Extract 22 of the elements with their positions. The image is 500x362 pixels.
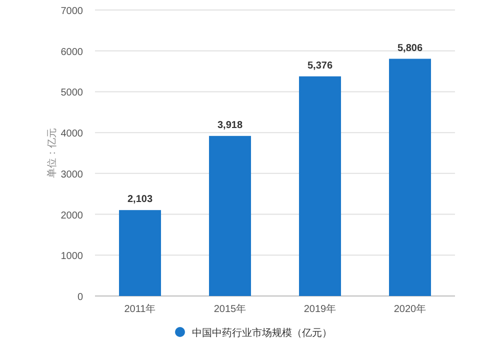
data-label: 5,806 [397,42,423,54]
data-label: 5,376 [307,60,333,72]
data-label: 3,918 [217,120,243,131]
y-tick-label: 1000 [60,251,84,262]
x-tick-label: 2015年 [214,303,246,315]
y-tick-label: 0 [77,292,84,303]
data-label: 2,103 [127,194,153,206]
y-tick-label: 3000 [60,169,84,180]
x-tick-label: 2019年 [304,303,336,315]
bar [209,136,251,296]
y-tick-label: 5000 [60,88,84,99]
bar [299,76,341,296]
y-tick-label: 4000 [60,128,84,140]
legend-label: 中国中药行业市场规模（亿元） [192,327,332,339]
y-axis-title: 单位：亿元 [46,128,58,178]
y-tick-label: 2000 [60,210,84,222]
bar [389,58,431,296]
y-tick-label: 7000 [60,6,84,17]
y-tick-label: 6000 [60,46,84,58]
x-tick-label: 2020年 [394,303,426,315]
x-tick-label: 2011年 [124,303,156,315]
bar [119,210,161,296]
